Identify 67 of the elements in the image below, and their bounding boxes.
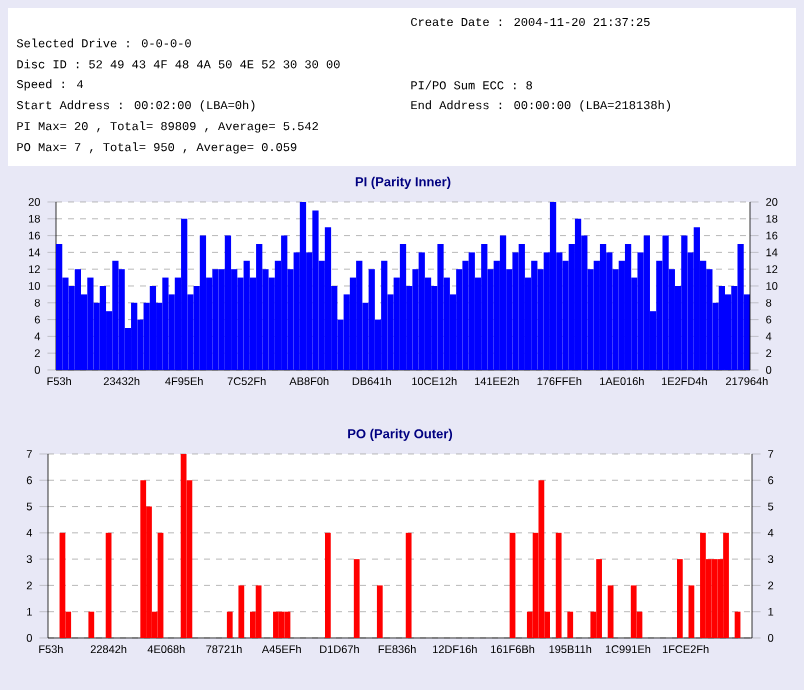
bar <box>131 302 138 370</box>
bar <box>140 480 147 638</box>
bar <box>555 532 562 638</box>
bar <box>676 559 683 638</box>
bar <box>418 252 425 370</box>
bar <box>56 243 63 370</box>
bar <box>518 243 525 370</box>
bar <box>538 480 545 638</box>
bar <box>399 243 407 370</box>
bar <box>512 252 519 370</box>
bar <box>607 585 614 638</box>
bar <box>596 559 602 638</box>
bar <box>376 585 383 638</box>
bar <box>199 235 207 370</box>
bar <box>700 532 706 638</box>
bar <box>88 611 95 638</box>
bar <box>278 611 285 638</box>
bar <box>243 260 250 370</box>
bar <box>481 243 488 370</box>
bar <box>353 559 360 638</box>
bar <box>662 235 669 370</box>
bar <box>74 269 82 370</box>
bar <box>324 532 331 638</box>
bar <box>99 285 107 370</box>
bar <box>238 585 245 638</box>
bar <box>281 235 288 370</box>
bar <box>599 243 607 370</box>
bar <box>624 243 632 370</box>
bar <box>118 269 125 370</box>
bar <box>681 235 688 370</box>
bar <box>324 227 332 370</box>
bar <box>737 243 744 370</box>
bar <box>462 260 469 370</box>
bar <box>468 252 475 370</box>
bar <box>87 277 94 370</box>
bar <box>437 243 444 370</box>
bar <box>368 269 375 370</box>
bar <box>643 235 650 370</box>
bar <box>226 611 233 638</box>
bar <box>574 218 582 370</box>
bar <box>212 269 219 370</box>
bar <box>499 235 507 370</box>
bar <box>549 201 557 370</box>
bar <box>255 585 262 638</box>
bar <box>112 260 119 370</box>
bar <box>706 269 713 370</box>
bar <box>405 532 412 638</box>
bar <box>224 235 232 370</box>
bar <box>256 243 263 370</box>
bar <box>724 294 732 370</box>
bar <box>381 260 388 370</box>
bar <box>718 285 725 370</box>
bar <box>273 611 279 638</box>
bar <box>531 260 538 370</box>
bar <box>299 201 307 370</box>
bar <box>149 285 157 370</box>
bar <box>162 277 169 370</box>
bar <box>456 269 463 370</box>
bar <box>693 227 700 370</box>
bar <box>606 252 613 370</box>
bar <box>630 585 637 638</box>
bar <box>312 210 319 370</box>
bar <box>180 453 187 638</box>
bar <box>356 260 363 370</box>
bar <box>181 218 188 370</box>
bar <box>723 532 729 638</box>
bar <box>567 611 574 638</box>
